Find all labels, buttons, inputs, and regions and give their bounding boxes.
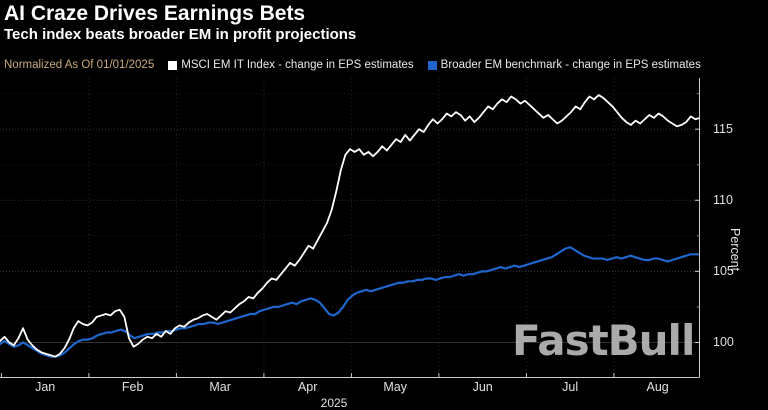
- x-tick-label: Jun: [472, 380, 493, 394]
- x-tick-label: Jan: [35, 380, 56, 394]
- y-tick-label: 110: [713, 193, 733, 208]
- y-tick-label: 100: [713, 335, 734, 350]
- x-tick-label: Mar: [209, 380, 231, 394]
- chart-canvas: [0, 78, 700, 378]
- fastbull-watermark: FastBull: [512, 316, 695, 365]
- page-title: AI Craze Drives Earnings Bets: [4, 2, 306, 25]
- x-tick-label: May: [383, 380, 407, 394]
- legend-label-series-1: Broader EM benchmark - change in EPS est…: [440, 59, 701, 71]
- legend-swatch-white-icon: [168, 60, 178, 70]
- legend-item-series-0[interactable]: MSCI EM IT Index - change in EPS estimat…: [168, 59, 414, 71]
- x-axis-title: 2025: [320, 396, 348, 410]
- x-tick-label: Apr: [297, 380, 318, 394]
- y-axis-labels: 100 105 110 115: [705, 78, 745, 378]
- x-tick-label: Feb: [121, 380, 144, 394]
- legend-item-series-1[interactable]: Broader EM benchmark - change in EPS est…: [427, 59, 701, 71]
- y-tick-label: 115: [713, 122, 733, 137]
- legend-label-series-0: MSCI EM IT Index - change in EPS estimat…: [181, 59, 414, 71]
- y-tick-label: 105: [713, 264, 734, 279]
- chart-legend: Normalized As Of 01/01/2025 MSCI EM IT I…: [4, 57, 715, 73]
- plot-area: [0, 78, 700, 378]
- y-axis-title: Percent: [728, 228, 742, 272]
- x-tick-label: Aug: [646, 380, 669, 394]
- x-axis-labels: Jan Feb Mar Apr May Jun Jul Aug: [0, 380, 768, 398]
- legend-swatch-blue-icon: [427, 60, 437, 70]
- x-tick-label: Jul: [562, 380, 579, 394]
- normalized-note: Normalized As Of 01/01/2025: [4, 59, 155, 71]
- page-subtitle: Tech index beats broader EM in profit pr…: [4, 26, 357, 43]
